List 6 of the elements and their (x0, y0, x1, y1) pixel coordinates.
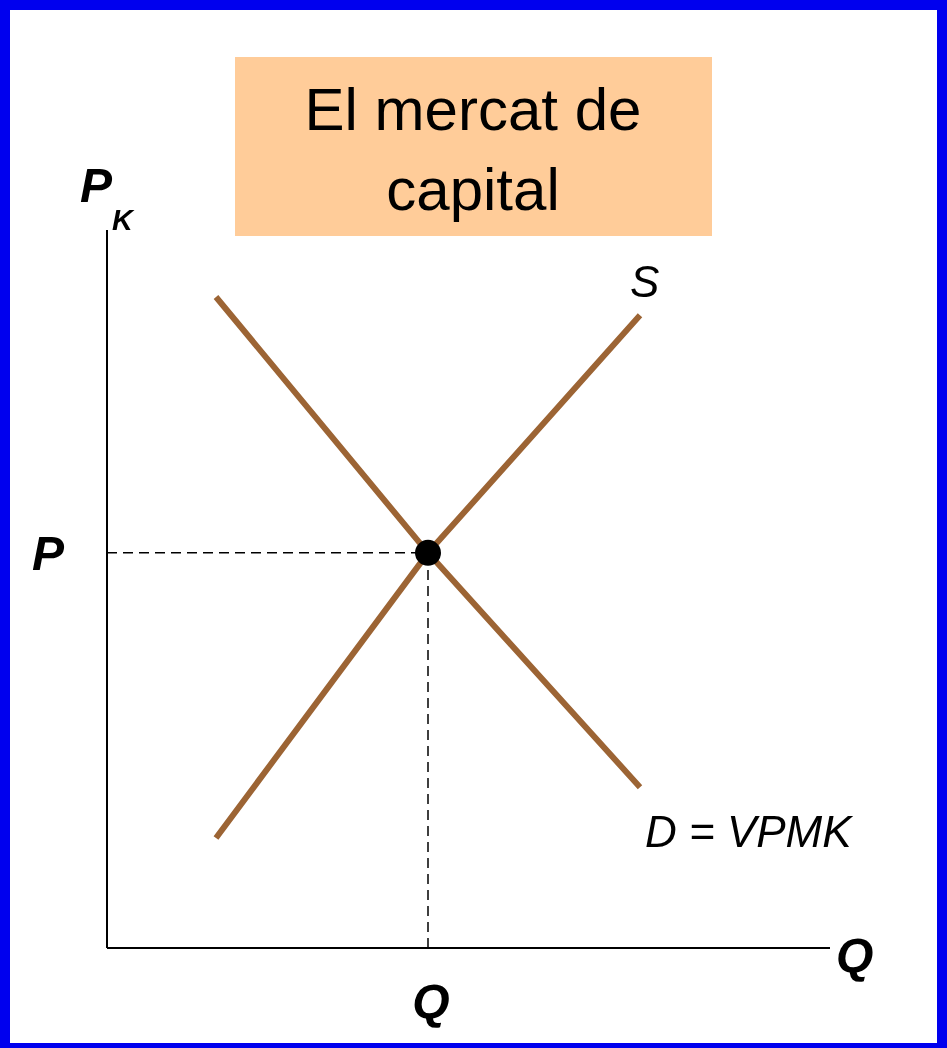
x-axis-title: Q (836, 929, 874, 982)
text: Q (412, 975, 450, 1028)
series-label: D = VPMK (645, 807, 854, 857)
chart-title: El mercat de capital (304, 76, 642, 223)
series-label: S (630, 257, 660, 307)
ref-line-label: P (31, 526, 65, 580)
